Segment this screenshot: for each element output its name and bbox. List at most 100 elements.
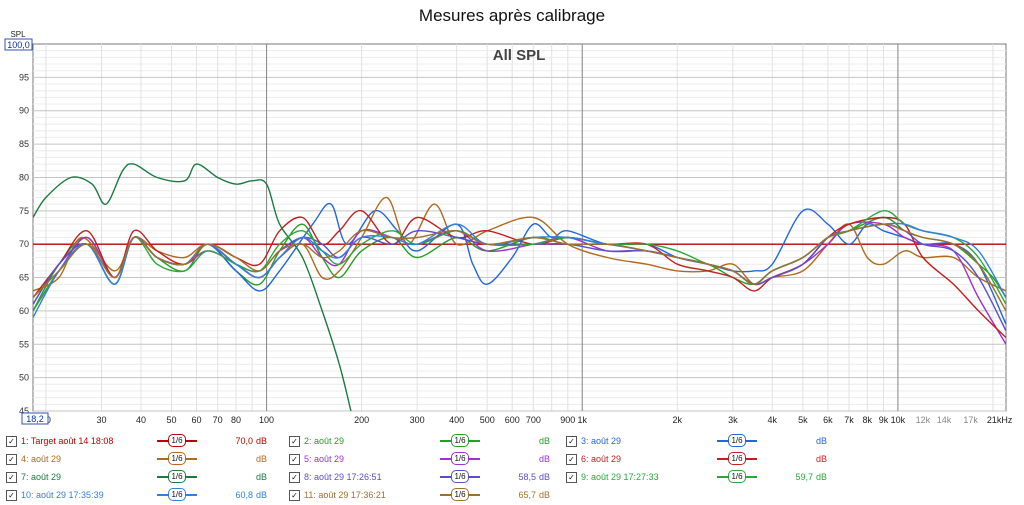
legend-checkbox[interactable]: ✓ bbox=[6, 489, 17, 501]
x-tick-label: 700 bbox=[526, 415, 541, 425]
legend-value: 60,8 bbox=[235, 490, 253, 500]
legend: ✓ 1: Target août 14 18:08 1/6 70,0 dB ✓ 2: aoû… bbox=[0, 430, 1024, 503]
legend-label: 2: août 29 bbox=[304, 436, 345, 446]
x-tick-label: 300 bbox=[410, 415, 425, 425]
legend-entry-10[interactable]: ✓ 10: août 29 17:35:39 1/6 60,8 dB bbox=[6, 485, 267, 505]
x-tick-label: 17k bbox=[963, 415, 978, 425]
smoothing-badge[interactable]: 1/6 bbox=[728, 434, 746, 447]
legend-entry-7[interactable]: ✓ 7: août 29 1/6 dB bbox=[6, 467, 267, 487]
x-tick-label: 400 bbox=[449, 415, 464, 425]
x-tick-label: 5k bbox=[798, 415, 808, 425]
y-tick-label: 45 bbox=[19, 406, 29, 416]
legend-entry-8[interactable]: ✓ 8: août 29 17:26:51 1/6 58,5 dB bbox=[289, 467, 550, 487]
legend-swatch: 1/6 bbox=[157, 488, 197, 501]
legend-value: 65,7 bbox=[518, 490, 536, 500]
x-tick-label: 40 bbox=[136, 415, 146, 425]
x-tick-label: 30 bbox=[97, 415, 107, 425]
smoothing-badge[interactable]: 1/6 bbox=[451, 470, 469, 483]
legend-label: 9: août 29 17:27:33 bbox=[581, 472, 659, 482]
x-tick-label: 600 bbox=[505, 415, 520, 425]
y-tick-label: 65 bbox=[19, 273, 29, 283]
legend-checkbox[interactable]: ✓ bbox=[566, 471, 577, 483]
y-tick-label: 90 bbox=[19, 106, 29, 116]
legend-checkbox[interactable]: ✓ bbox=[566, 453, 577, 465]
legend-checkbox[interactable]: ✓ bbox=[289, 489, 300, 501]
legend-checkbox[interactable]: ✓ bbox=[566, 435, 577, 447]
legend-entry-9[interactable]: ✓ 9: août 29 17:27:33 1/6 59,7 dB bbox=[566, 467, 827, 487]
y-top-box bbox=[4, 38, 33, 51]
legend-checkbox[interactable]: ✓ bbox=[6, 471, 17, 483]
x-tick-label: 70 bbox=[213, 415, 223, 425]
legend-swatch: 1/6 bbox=[157, 434, 197, 447]
smoothing-badge[interactable]: 1/6 bbox=[451, 452, 469, 465]
legend-unit: dB bbox=[539, 436, 551, 446]
x-tick-label: 50 bbox=[167, 415, 177, 425]
x-tick-label: 60 bbox=[192, 415, 202, 425]
x-start-box bbox=[21, 412, 49, 425]
legend-value: 70,0 bbox=[235, 436, 253, 446]
smoothing-badge[interactable]: 1/6 bbox=[451, 488, 469, 501]
y-top-label[interactable]: 100,0 bbox=[7, 40, 30, 50]
legend-label: 3: août 29 bbox=[581, 436, 622, 446]
smoothing-badge[interactable]: 1/6 bbox=[451, 434, 469, 447]
x-tick-label: 80 bbox=[231, 415, 241, 425]
legend-unit: dB bbox=[539, 490, 551, 500]
smoothing-badge[interactable]: 1/6 bbox=[168, 488, 186, 501]
legend-checkbox[interactable]: ✓ bbox=[6, 435, 17, 447]
y-tick-label: 60 bbox=[19, 306, 29, 316]
chart-subtitle: All SPL bbox=[493, 47, 546, 64]
legend-entry-4[interactable]: ✓ 4: août 29 1/6 dB bbox=[6, 449, 267, 469]
series-lines bbox=[33, 163, 1006, 411]
smoothing-badge[interactable]: 1/6 bbox=[168, 434, 186, 447]
legend-label: 6: août 29 bbox=[581, 454, 622, 464]
x-tick-label: 7k bbox=[844, 415, 854, 425]
legend-entry-1[interactable]: ✓ 1: Target août 14 18:08 1/6 70,0 dB bbox=[6, 431, 267, 451]
chart-title: Mesures après calibrage bbox=[418, 6, 606, 25]
x-tick-label: 4k bbox=[768, 415, 778, 425]
y-tick-label: 80 bbox=[19, 172, 29, 182]
y-axis-ticks: 45 50 55 60 65 70 75 80 85 90 95 bbox=[19, 72, 29, 416]
x-tick-label: 3k bbox=[728, 415, 738, 425]
y-tick-label: 75 bbox=[19, 206, 29, 216]
legend-swatch: 1/6 bbox=[717, 470, 757, 483]
legend-checkbox[interactable]: ✓ bbox=[289, 435, 300, 447]
smoothing-badge[interactable]: 1/6 bbox=[168, 470, 186, 483]
legend-checkbox[interactable]: ✓ bbox=[6, 453, 17, 465]
legend-checkbox[interactable]: ✓ bbox=[289, 471, 300, 483]
x-start-label[interactable]: 18,2 bbox=[26, 414, 44, 424]
x-tick-label: 6k bbox=[823, 415, 833, 425]
y-tick-label: 50 bbox=[19, 373, 29, 383]
legend-label: 7: août 29 bbox=[21, 472, 62, 482]
y-axis-label: SPL bbox=[10, 30, 26, 39]
legend-entry-11[interactable]: ✓ 11: août 29 17:36:21 1/6 65,7 dB bbox=[289, 485, 550, 505]
legend-value: 59,7 bbox=[795, 472, 813, 482]
x-tick-label: 10k bbox=[891, 415, 906, 425]
x-tick-label: 500 bbox=[480, 415, 495, 425]
legend-label: 4: août 29 bbox=[21, 454, 62, 464]
legend-swatch: 1/6 bbox=[157, 452, 197, 465]
y-tick-label: 85 bbox=[19, 139, 29, 149]
legend-swatch: 1/6 bbox=[440, 470, 480, 483]
legend-swatch: 1/6 bbox=[717, 452, 757, 465]
legend-entry-5[interactable]: ✓ 5: août 29 1/6 dB bbox=[289, 449, 550, 469]
x-tick-label: 100 bbox=[259, 415, 274, 425]
legend-swatch: 1/6 bbox=[440, 488, 480, 501]
series-line-11 bbox=[33, 223, 1006, 312]
legend-checkbox[interactable]: ✓ bbox=[289, 453, 300, 465]
smoothing-badge[interactable]: 1/6 bbox=[168, 452, 186, 465]
legend-unit: dB bbox=[816, 436, 828, 446]
smoothing-badge[interactable]: 1/6 bbox=[728, 470, 746, 483]
legend-label: 11: août 29 17:36:21 bbox=[304, 490, 386, 500]
legend-unit: dB bbox=[539, 454, 551, 464]
x-tick-label: 12k bbox=[916, 415, 931, 425]
smoothing-badge[interactable]: 1/6 bbox=[728, 452, 746, 465]
legend-unit: dB bbox=[816, 454, 828, 464]
legend-entry-6[interactable]: ✓ 6: août 29 1/6 dB bbox=[566, 449, 827, 469]
y-tick-label: 70 bbox=[19, 239, 29, 249]
legend-entry-3[interactable]: ✓ 3: août 29 1/6 dB bbox=[566, 431, 827, 451]
legend-entry-2[interactable]: ✓ 2: août 29 1/6 dB bbox=[289, 431, 550, 451]
legend-unit: dB bbox=[816, 472, 828, 482]
legend-unit: dB bbox=[256, 454, 268, 464]
legend-unit: dB bbox=[256, 490, 268, 500]
